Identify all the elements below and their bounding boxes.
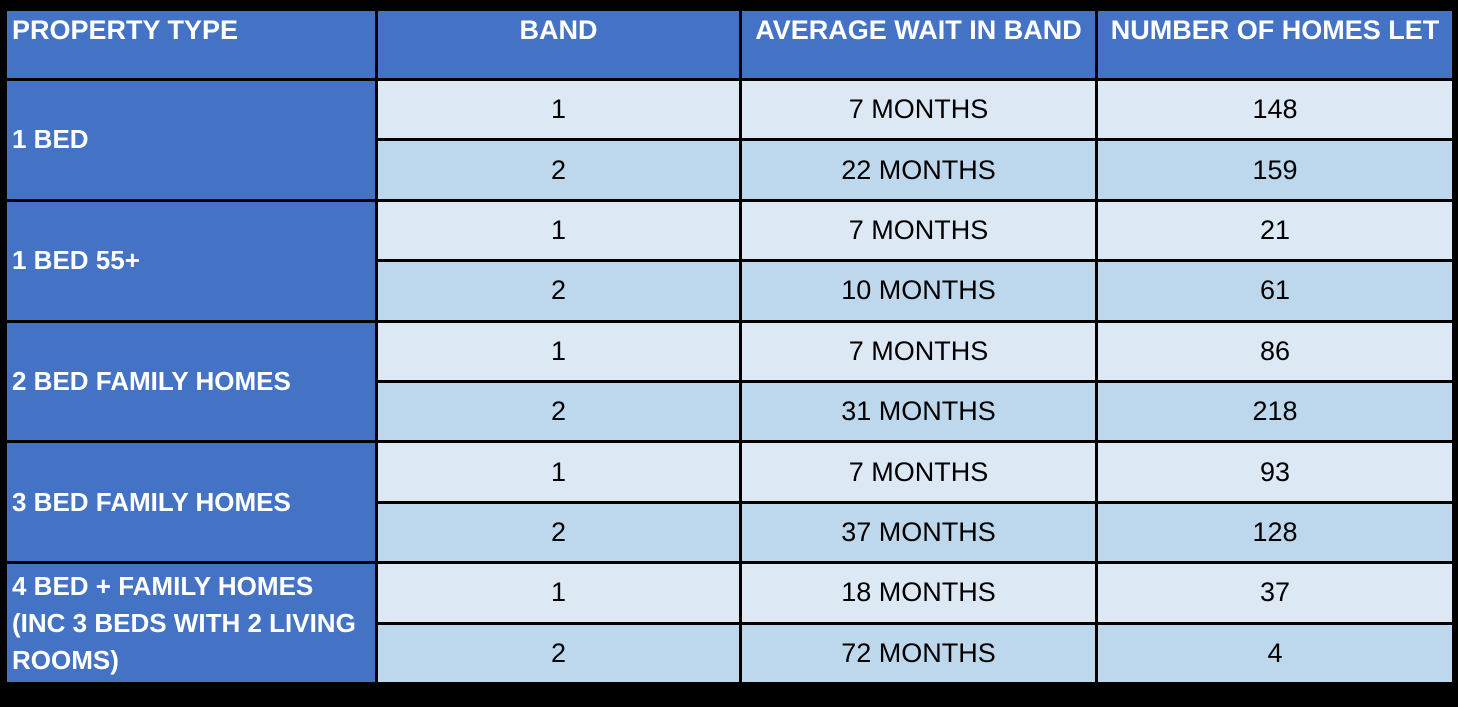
housing-wait-table: PROPERTY TYPE BAND AVERAGE WAIT IN BAND … (4, 8, 1455, 686)
table-row: 2 BED FAMILY HOMES 1 7 MONTHS 86 (4, 319, 1455, 444)
table-row: 3 BED FAMILY HOMES 1 7 MONTHS 93 (4, 440, 1455, 565)
property-type-cell: 1 BED 55+ (4, 198, 378, 323)
band-cell: 1 (375, 440, 742, 504)
table-header: PROPERTY TYPE BAND AVERAGE WAIT IN BAND … (4, 8, 1455, 81)
band-cell: 1 (375, 561, 742, 625)
table-row: 4 BED + FAMILY HOMES (INC 3 BEDS WITH 2 … (4, 561, 1455, 685)
average-wait-cell: 18 MONTHS (739, 561, 1098, 625)
band-cell: 1 (375, 77, 742, 142)
homes-let-cell: 148 (1095, 77, 1455, 142)
table-row: 2 10 MONTHS 61 (6, 259, 1455, 323)
property-type-cell: 4 BED + FAMILY HOMES (INC 3 BEDS WITH 2 … (4, 561, 378, 685)
homes-let-cell: 159 (1095, 138, 1455, 202)
homes-let-cell: 61 (1095, 259, 1455, 323)
band-cell: 2 (375, 621, 742, 686)
band-cell: 2 (375, 259, 742, 323)
table-row: 2 22 MONTHS 159 (6, 138, 1455, 202)
column-header-property-type: PROPERTY TYPE (4, 8, 378, 81)
average-wait-cell: 10 MONTHS (739, 259, 1098, 323)
average-wait-cell: 72 MONTHS (739, 621, 1098, 686)
average-wait-cell: 37 MONTHS (739, 500, 1098, 565)
homes-let-cell: 4 (1095, 621, 1455, 686)
property-type-cell: 2 BED FAMILY HOMES (4, 319, 378, 444)
band-cell: 2 (375, 500, 742, 565)
homes-let-cell: 93 (1095, 440, 1455, 504)
column-header-homes-let: NUMBER OF HOMES LET (1095, 8, 1455, 81)
table-body: 1 BED 1 7 MONTHS 148 2 22 MONTHS 159 1 BED 55+ 1… (4, 77, 1455, 686)
table-row: 2 37 MONTHS 128 (6, 500, 1455, 565)
average-wait-cell: 7 MONTHS (739, 319, 1098, 383)
band-cell: 1 (375, 319, 742, 383)
table-row: 1 BED 55+ 1 7 MONTHS 21 (4, 198, 1455, 323)
homes-let-cell: 128 (1095, 500, 1455, 565)
homes-let-cell: 218 (1095, 379, 1455, 444)
header-row: PROPERTY TYPE BAND AVERAGE WAIT IN BAND … (4, 8, 1455, 81)
average-wait-cell: 31 MONTHS (739, 379, 1098, 444)
homes-let-cell: 37 (1095, 561, 1455, 625)
average-wait-cell: 7 MONTHS (739, 77, 1098, 142)
property-type-cell: 1 BED (4, 78, 378, 202)
average-wait-cell: 7 MONTHS (739, 440, 1098, 504)
homes-let-cell: 86 (1095, 319, 1455, 383)
column-header-band: BAND (375, 8, 742, 81)
column-header-average-wait: AVERAGE WAIT IN BAND (739, 8, 1098, 81)
band-cell: 1 (375, 198, 742, 263)
homes-let-cell: 21 (1095, 198, 1455, 263)
average-wait-cell: 7 MONTHS (739, 198, 1098, 263)
band-cell: 2 (375, 379, 742, 444)
table-row: 2 31 MONTHS 218 (6, 379, 1455, 444)
band-cell: 2 (375, 138, 742, 202)
average-wait-cell: 22 MONTHS (739, 138, 1098, 202)
table-row: 2 72 MONTHS 4 (6, 621, 1455, 686)
property-type-cell: 3 BED FAMILY HOMES (4, 440, 378, 565)
table-row: 1 BED 1 7 MONTHS 148 (4, 77, 1455, 202)
